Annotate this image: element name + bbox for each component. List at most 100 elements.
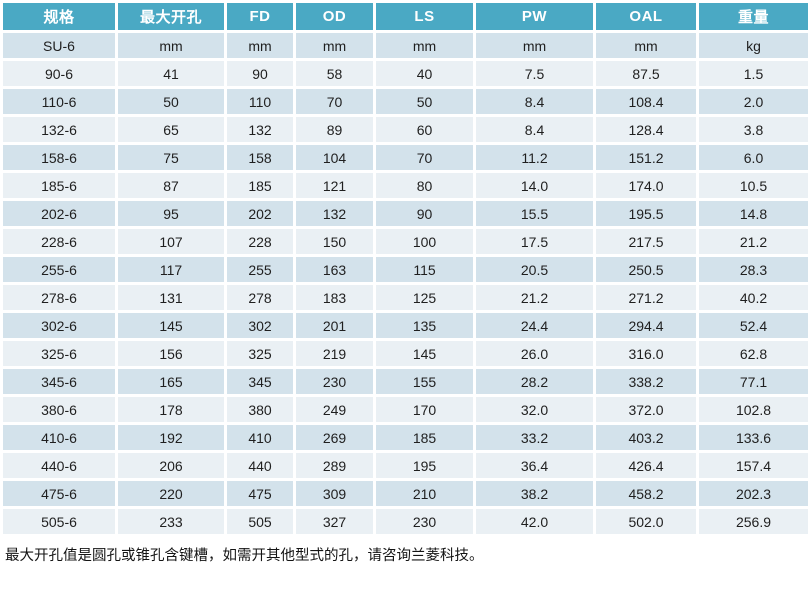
- table-cell: 302-6: [3, 313, 115, 338]
- table-cell: 87: [118, 173, 224, 198]
- table-row: 505-6 233 505 327 230 42.0 502.0 256.9: [3, 509, 808, 534]
- table-cell: 115: [376, 257, 473, 282]
- header-max-bore: 最大开孔: [118, 3, 224, 30]
- table-cell: 256.9: [699, 509, 808, 534]
- table-cell: 145: [118, 313, 224, 338]
- unit-cell: SU-6: [3, 33, 115, 58]
- table-cell: 70: [376, 145, 473, 170]
- table-cell: 133.6: [699, 425, 808, 450]
- table-cell: 195.5: [596, 201, 696, 226]
- table-cell: 36.4: [476, 453, 593, 478]
- table-cell: 170: [376, 397, 473, 422]
- table-cell: 410: [227, 425, 293, 450]
- table-cell: 1.5: [699, 61, 808, 86]
- table-cell: 10.5: [699, 173, 808, 198]
- table-cell: 163: [296, 257, 373, 282]
- table-cell: 75: [118, 145, 224, 170]
- unit-cell: kg: [699, 33, 808, 58]
- table-cell: 132: [296, 201, 373, 226]
- table-cell: 125: [376, 285, 473, 310]
- header-od: OD: [296, 3, 373, 30]
- table-cell: 278: [227, 285, 293, 310]
- table-cell: 475-6: [3, 481, 115, 506]
- unit-cell: mm: [118, 33, 224, 58]
- unit-cell: mm: [296, 33, 373, 58]
- table-cell: 110: [227, 89, 293, 114]
- table-row: 158-6 75 158 104 70 11.2 151.2 6.0: [3, 145, 808, 170]
- table-cell: 255-6: [3, 257, 115, 282]
- table-cell: 7.5: [476, 61, 593, 86]
- table-cell: 230: [376, 509, 473, 534]
- table-row: 110-6 50 110 70 50 8.4 108.4 2.0: [3, 89, 808, 114]
- table-cell: 2.0: [699, 89, 808, 114]
- table-cell: 131: [118, 285, 224, 310]
- header-pw: PW: [476, 3, 593, 30]
- table-cell: 80: [376, 173, 473, 198]
- table-row: 202-6 95 202 132 90 15.5 195.5 14.8: [3, 201, 808, 226]
- table-cell: 410-6: [3, 425, 115, 450]
- table-cell: 372.0: [596, 397, 696, 422]
- table-cell: 20.5: [476, 257, 593, 282]
- table-cell: 121: [296, 173, 373, 198]
- table-cell: 255: [227, 257, 293, 282]
- table-cell: 58: [296, 61, 373, 86]
- table-row: 90-6 41 90 58 40 7.5 87.5 1.5: [3, 61, 808, 86]
- table-cell: 135: [376, 313, 473, 338]
- table-cell: 50: [376, 89, 473, 114]
- table-cell: 21.2: [476, 285, 593, 310]
- table-cell: 202: [227, 201, 293, 226]
- table-cell: 24.4: [476, 313, 593, 338]
- table-cell: 271.2: [596, 285, 696, 310]
- table-cell: 278-6: [3, 285, 115, 310]
- table-cell: 202-6: [3, 201, 115, 226]
- table-cell: 440-6: [3, 453, 115, 478]
- table-cell: 403.2: [596, 425, 696, 450]
- table-cell: 65: [118, 117, 224, 142]
- table-cell: 87.5: [596, 61, 696, 86]
- table-cell: 309: [296, 481, 373, 506]
- table-cell: 228-6: [3, 229, 115, 254]
- table-cell: 338.2: [596, 369, 696, 394]
- table-cell: 458.2: [596, 481, 696, 506]
- table-cell: 217.5: [596, 229, 696, 254]
- table-cell: 230: [296, 369, 373, 394]
- table-cell: 62.8: [699, 341, 808, 366]
- table-cell: 440: [227, 453, 293, 478]
- table-row: 410-6 192 410 269 185 33.2 403.2 133.6: [3, 425, 808, 450]
- table-cell: 50: [118, 89, 224, 114]
- table-cell: 294.4: [596, 313, 696, 338]
- table-cell: 185: [227, 173, 293, 198]
- table-cell: 41: [118, 61, 224, 86]
- table-cell: 250.5: [596, 257, 696, 282]
- table-cell: 100: [376, 229, 473, 254]
- table-cell: 183: [296, 285, 373, 310]
- table-cell: 219: [296, 341, 373, 366]
- table-row: 325-6 156 325 219 145 26.0 316.0 62.8: [3, 341, 808, 366]
- table-cell: 132: [227, 117, 293, 142]
- table-cell: 40: [376, 61, 473, 86]
- table-cell: 202.3: [699, 481, 808, 506]
- header-spec: 规格: [3, 3, 115, 30]
- table-cell: 95: [118, 201, 224, 226]
- table-cell: 28.3: [699, 257, 808, 282]
- table-cell: 132-6: [3, 117, 115, 142]
- table-cell: 14.0: [476, 173, 593, 198]
- table-cell: 15.5: [476, 201, 593, 226]
- table-row: 475-6 220 475 309 210 38.2 458.2 202.3: [3, 481, 808, 506]
- table-cell: 178: [118, 397, 224, 422]
- table-row: 132-6 65 132 89 60 8.4 128.4 3.8: [3, 117, 808, 142]
- table-cell: 210: [376, 481, 473, 506]
- table-cell: 108.4: [596, 89, 696, 114]
- table-cell: 233: [118, 509, 224, 534]
- table-cell: 502.0: [596, 509, 696, 534]
- table-cell: 345: [227, 369, 293, 394]
- table-cell: 249: [296, 397, 373, 422]
- header-row: 规格 最大开孔 FD OD LS PW OAL 重量: [3, 3, 808, 30]
- table-body: SU-6 mm mm mm mm mm mm kg 90-6 41 90 58 40 7.…: [3, 33, 808, 534]
- table-cell: 316.0: [596, 341, 696, 366]
- table-cell: 158: [227, 145, 293, 170]
- table-cell: 11.2: [476, 145, 593, 170]
- table-cell: 110-6: [3, 89, 115, 114]
- table-cell: 26.0: [476, 341, 593, 366]
- header-weight: 重量: [699, 3, 808, 30]
